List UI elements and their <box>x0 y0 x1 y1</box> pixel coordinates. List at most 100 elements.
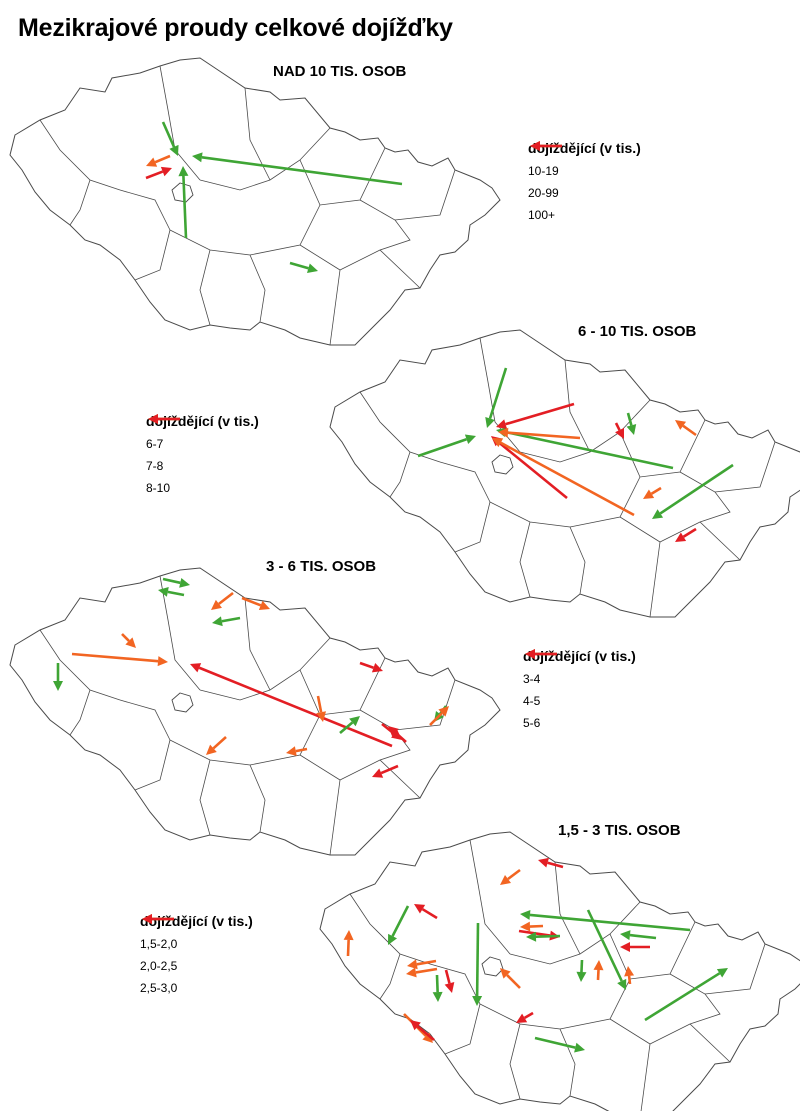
region-border <box>339 759 421 799</box>
legend-label: 2,5-3,0 <box>140 981 178 995</box>
region-border <box>519 521 531 598</box>
prague-border <box>491 454 514 475</box>
flow-arrow <box>417 434 476 458</box>
flow-arrow <box>620 942 650 952</box>
region-border <box>609 1018 651 1111</box>
flow-arrow <box>626 412 637 435</box>
region-border <box>299 147 386 206</box>
region-border <box>299 657 386 716</box>
legend-item: 6-7 <box>146 414 259 455</box>
region-border <box>554 861 581 955</box>
page-title: Mezikrajové proudy celkové dojížďky <box>18 14 453 42</box>
flow-arrow <box>316 695 327 722</box>
flow-arrow <box>162 577 190 588</box>
legend-label: 4-5 <box>523 694 541 708</box>
legend-label: 1,5-2,0 <box>140 937 178 951</box>
flow-arrow <box>576 959 587 982</box>
flow-arrow <box>343 930 354 957</box>
region-border <box>439 461 491 553</box>
legend-item: 8-10 <box>146 414 259 499</box>
region-border <box>609 921 696 980</box>
flow-arrow <box>652 463 734 519</box>
legend-arrow-icon <box>148 414 180 424</box>
flow-arrow <box>241 596 270 610</box>
flow-arrow <box>192 152 403 186</box>
region-border <box>479 1003 576 1097</box>
legend-item: 10-19 <box>528 141 641 182</box>
czech-republic-outline <box>9 57 501 346</box>
flow-arrow <box>675 420 697 437</box>
flow-arrow <box>211 591 234 610</box>
flow-arrow <box>643 486 662 499</box>
legend-label: 5-6 <box>523 716 541 730</box>
flow-arrow <box>491 436 568 500</box>
flow-arrow <box>538 857 564 869</box>
flow-arrow <box>429 706 449 726</box>
region-border <box>249 204 321 256</box>
flow-arrow <box>206 736 227 755</box>
flow-arrow <box>492 438 635 517</box>
region-border <box>349 893 431 965</box>
legend-title: dojíždějící (v tis.) <box>146 413 259 429</box>
flow-arrow <box>145 166 172 180</box>
panel-heading: 3 - 6 TIS. OSOB <box>266 558 377 575</box>
region-border <box>649 1023 731 1063</box>
prague-border <box>171 692 194 713</box>
flow-arrow <box>190 663 393 748</box>
flow-arrow <box>388 905 410 945</box>
map-panel-over-10k: NAD 10 TIS. OSOB dojíždějící (v tis.) 10… <box>0 40 800 346</box>
map-3-6k <box>9 567 501 856</box>
flow-arrow <box>178 166 189 239</box>
legend-title: dojíždějící (v tis.) <box>523 648 636 664</box>
map-1-5-3k <box>319 831 800 1111</box>
legend-arrow-icon <box>530 141 562 151</box>
flow-arrow <box>121 633 136 648</box>
region-border <box>379 953 401 1000</box>
legend: dojíždějící (v tis.) 1,5-2,0 2,0-2,5 2,5… <box>140 913 253 999</box>
czech-republic-outline <box>329 329 800 618</box>
legend-item: 20-99 <box>528 141 641 204</box>
region-border <box>119 699 171 791</box>
region-border <box>69 689 91 736</box>
region-border <box>199 759 211 836</box>
flow-arrow <box>158 586 185 597</box>
region-border <box>249 714 321 766</box>
legend-item: 5-6 <box>523 649 636 734</box>
map-over-10k <box>9 57 501 346</box>
legend-item: 3-4 <box>523 649 636 690</box>
legend-arrow <box>525 649 557 659</box>
map-6-10k <box>329 329 800 618</box>
flow-arrow <box>624 966 635 985</box>
legend-item: 7-8 <box>146 414 259 477</box>
panel-heading: 6 - 10 TIS. OSOB <box>578 323 697 340</box>
region-border <box>394 169 456 221</box>
flow-arrow <box>516 1011 534 1023</box>
region-border <box>359 391 441 463</box>
region-border <box>669 973 721 1025</box>
flow-arrow <box>359 661 383 673</box>
flow-arrow <box>496 402 575 429</box>
legend-label: 10-19 <box>528 164 559 178</box>
region-border <box>339 249 421 289</box>
flow-arrow <box>407 959 437 970</box>
legend: dojíždějící (v tis.) 10-19 20-99 100+ <box>528 140 641 226</box>
legend-arrow-icon <box>142 914 174 924</box>
region-border <box>39 629 121 701</box>
region-border <box>119 189 171 281</box>
flow-arrow <box>620 930 657 941</box>
flow-arrow <box>212 616 241 627</box>
flow-arrow <box>388 726 407 743</box>
prague-border <box>171 182 194 203</box>
flow-arrow <box>372 764 399 778</box>
region-border <box>389 451 411 498</box>
flow-arrow <box>534 1036 585 1053</box>
flow-arrow <box>406 967 438 978</box>
legend-label: 8-10 <box>146 481 171 495</box>
flow-arrow <box>614 422 624 439</box>
map-panel-1-5-3k: 1,5 - 3 TIS. OSOB dojíždějící (v tis.) 1… <box>0 810 800 1111</box>
legend-arrow <box>530 141 562 151</box>
flow-arrow <box>485 367 508 428</box>
map-panel-6-10k: 6 - 10 TIS. OSOB dojíždějící (v tis.) 6-… <box>0 310 800 618</box>
flow-arrow <box>410 1020 435 1041</box>
panel-heading: NAD 10 TIS. OSOB <box>273 63 407 80</box>
